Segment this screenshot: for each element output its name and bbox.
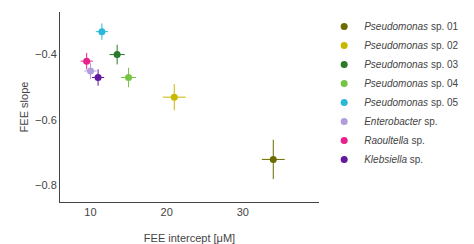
svg-text:Enterobacter sp.: Enterobacter sp.	[364, 116, 437, 127]
svg-text:Raoultella sp.: Raoultella sp.	[364, 135, 425, 146]
svg-text:FEE slope: FEE slope	[18, 82, 30, 133]
svg-text:Klebsiella sp.: Klebsiella sp.	[364, 154, 423, 165]
svg-text:20: 20	[161, 206, 173, 218]
svg-text:−0.8: −0.8	[35, 179, 57, 191]
svg-text:−0.4: −0.4	[35, 48, 57, 60]
svg-text:Pseudomonas sp. 05: Pseudomonas sp. 05	[364, 97, 458, 108]
svg-text:Pseudomonas sp. 02: Pseudomonas sp. 02	[364, 40, 458, 51]
svg-text:−0.6: −0.6	[35, 114, 57, 126]
svg-text:10: 10	[84, 206, 96, 218]
svg-text:30: 30	[237, 206, 249, 218]
svg-text:FEE intercept [μM]: FEE intercept [μM]	[144, 232, 235, 244]
svg-text:Pseudomonas sp. 03: Pseudomonas sp. 03	[364, 59, 458, 70]
svg-text:Pseudomonas sp. 04: Pseudomonas sp. 04	[364, 78, 458, 89]
svg-text:Pseudomonas sp. 01: Pseudomonas sp. 01	[364, 21, 458, 32]
